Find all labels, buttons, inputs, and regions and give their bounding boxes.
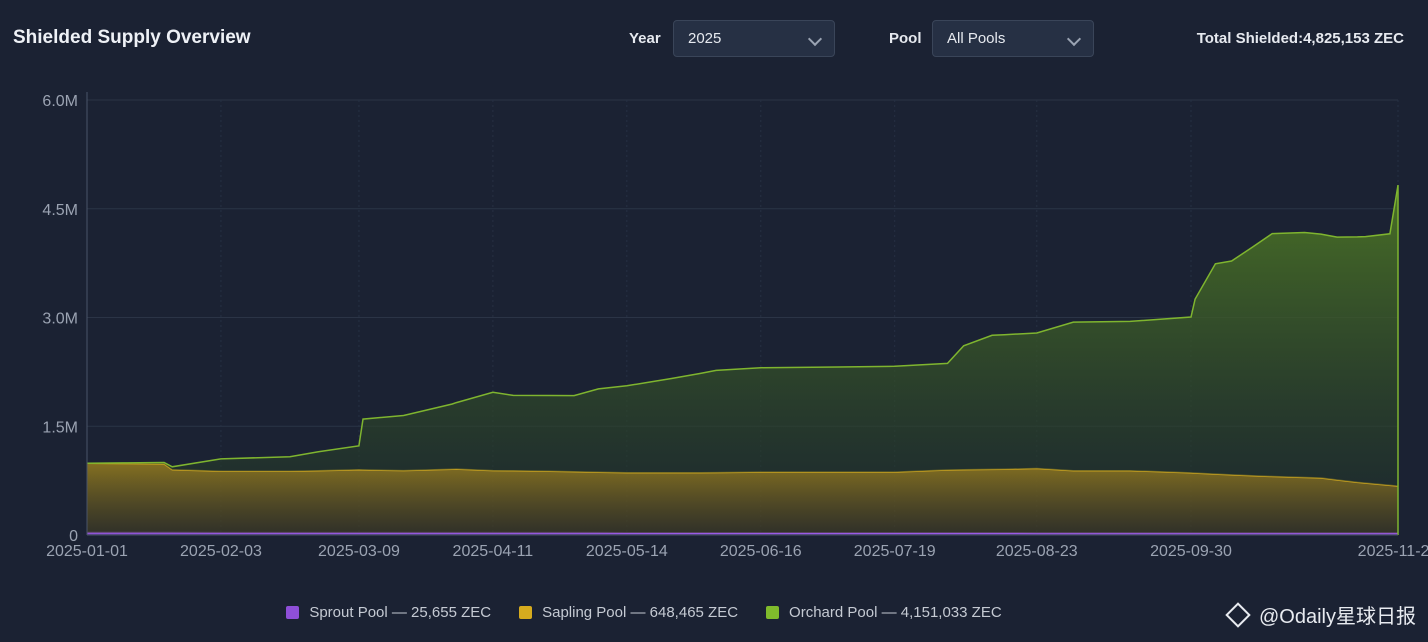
axes: 0 1.5M 3.0M 4.5M 6.0M 2025-01-01 2025-02-03 202…: [42, 92, 1428, 560]
x-tick-label: 2025-03-09: [318, 543, 400, 560]
diamond-logo-icon: [1225, 601, 1251, 628]
x-tick-label: 2025-09-30: [1150, 543, 1232, 560]
sapling-pool-area: [87, 463, 1398, 534]
legend-swatch: [286, 605, 300, 619]
x-tick-label: 2025-05-14: [586, 543, 668, 560]
chevron-down-icon: [1066, 31, 1082, 47]
legend-swatch: [519, 605, 533, 619]
x-tick-label: 2025-11-20: [1358, 543, 1428, 560]
legend-swatch: [766, 605, 780, 619]
y-tick-label: 6.0M: [42, 93, 78, 110]
legend: Sprout Pool — 25,655 ZEC Sapling Pool — …: [0, 600, 1428, 624]
year-select[interactable]: 2025: [673, 20, 835, 57]
y-tick-label: 4.5M: [42, 202, 78, 219]
watermark-text: @Odaily星球日报: [1259, 606, 1416, 628]
x-tick-label: 2025-01-01: [46, 543, 128, 560]
chart-header: Shielded Supply Overview Year 2025 Pool …: [0, 0, 1428, 80]
x-tick-label: 2025-04-11: [453, 543, 534, 560]
legend-item-sprout[interactable]: Sprout Pool — 25,655 ZEC: [286, 600, 491, 624]
total-shielded: Total Shielded:4,825,153 ZEC: [1197, 30, 1404, 47]
pool-select[interactable]: All Pools: [932, 20, 1094, 57]
y-tick-label: 1.5M: [42, 419, 78, 436]
legend-label: Sprout Pool — 25,655 ZEC: [309, 603, 492, 621]
series-areas: [86, 185, 1399, 535]
legend-label: Sapling Pool — 648,465 ZEC: [542, 603, 739, 621]
pool-select-value: All Pools: [947, 30, 1006, 47]
y-tick-label: 3.0M: [42, 311, 78, 328]
x-tick-label: 2025-08-23: [996, 543, 1078, 560]
supply-chart: 0 1.5M 3.0M 4.5M 6.0M 2025-01-01 2025-02-03 202…: [42, 92, 1428, 560]
legend-item-orchard[interactable]: Orchard Pool — 4,151,033 ZEC: [766, 600, 1002, 624]
year-label: Year: [629, 30, 661, 47]
legend-item-sapling[interactable]: Sapling Pool — 648,465 ZEC: [519, 600, 738, 624]
total-shielded-label: Total Shielded:: [1196, 30, 1304, 47]
y-tick-label: 0: [69, 528, 78, 545]
legend-label: Orchard Pool — 4,151,033 ZEC: [789, 603, 1002, 621]
page-title: Shielded Supply Overview: [13, 27, 251, 48]
orchard-pool-area: [87, 185, 1398, 487]
watermark: @Odaily星球日报: [1225, 600, 1416, 629]
year-select-value: 2025: [688, 30, 722, 47]
total-shielded-value: 4,825,153 ZEC: [1303, 30, 1404, 47]
chevron-down-icon: [807, 31, 823, 47]
pool-label: Pool: [889, 30, 922, 47]
x-tick-label: 2025-07-19: [854, 543, 936, 560]
x-tick-label: 2025-06-16: [720, 543, 802, 560]
x-tick-label: 2025-02-03: [180, 543, 262, 560]
orchard-pool-line: [86, 185, 1399, 468]
